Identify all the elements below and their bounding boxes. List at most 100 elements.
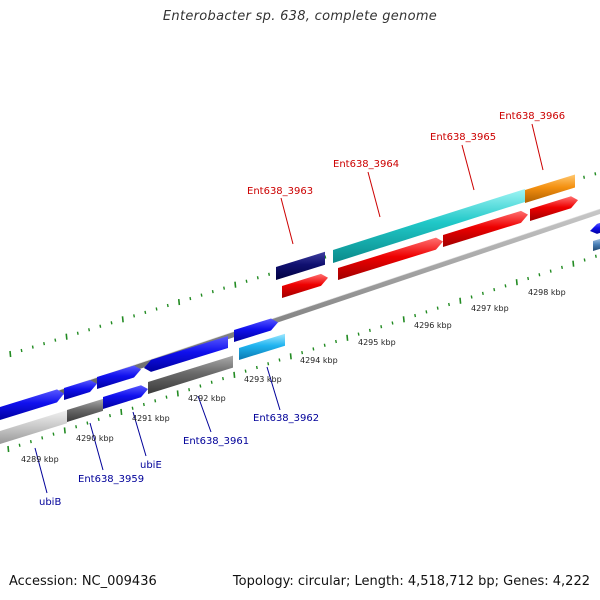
backbone-highlight xyxy=(0,208,600,411)
minor-tick xyxy=(131,406,134,410)
minor-tick xyxy=(481,291,484,295)
gene-callout-lines xyxy=(34,123,544,494)
minor-tick xyxy=(75,425,78,429)
minor-tick xyxy=(549,269,552,273)
minor-tick xyxy=(448,302,450,307)
minor-tick xyxy=(133,314,136,318)
gene-label-ent638-3961: Ent638_3961 xyxy=(183,436,249,447)
minor-tick xyxy=(223,286,226,290)
gene-feature-orange xyxy=(525,174,575,203)
minor-tick xyxy=(301,350,304,355)
minor-tick xyxy=(189,296,192,301)
major-tick xyxy=(234,281,237,288)
minor-tick xyxy=(199,384,202,388)
inner-tick-track xyxy=(7,254,597,453)
gene-label-ent638-3959: Ent638_3959 xyxy=(78,474,144,485)
minor-tick xyxy=(210,380,213,384)
minor-tick xyxy=(391,321,394,325)
callout-line xyxy=(531,123,544,171)
minor-tick xyxy=(368,328,371,333)
minor-tick xyxy=(244,369,247,373)
major-tick xyxy=(177,298,181,306)
minor-tick xyxy=(312,347,315,351)
gene-feature-blue xyxy=(590,222,600,234)
minor-tick xyxy=(527,276,530,281)
gene-label-ubie: ubiE xyxy=(140,460,162,471)
minor-tick xyxy=(278,358,281,362)
callout-line xyxy=(266,366,281,411)
scale-label: 4295 kbp xyxy=(358,338,396,347)
scale-label: 4290 kbp xyxy=(76,434,114,443)
minor-tick xyxy=(324,255,327,259)
minor-tick xyxy=(52,432,55,436)
gene-feature-blue xyxy=(103,385,148,409)
minor-tick xyxy=(200,293,203,297)
major-tick xyxy=(7,445,10,453)
accession-text: Accession: NC_009436 xyxy=(9,574,157,589)
minor-tick xyxy=(504,284,507,288)
minor-tick xyxy=(267,362,270,366)
minor-tick xyxy=(256,276,259,280)
gene-feature-red xyxy=(530,196,578,221)
callout-line xyxy=(89,422,104,471)
scale-label: 4293 kbp xyxy=(244,375,282,384)
minor-tick xyxy=(335,339,337,344)
gene-label-ent638-3963: Ent638_3963 xyxy=(247,186,313,197)
minor-tick xyxy=(29,439,32,444)
callout-line xyxy=(461,144,475,191)
gene-feature-blue xyxy=(234,318,278,342)
gene-feature-lightcyan xyxy=(239,333,285,360)
major-tick xyxy=(65,333,68,340)
gene-feature-cyan xyxy=(333,188,525,263)
minor-tick xyxy=(357,332,360,336)
callout-line xyxy=(34,447,48,494)
genome-summary-text: Topology: circular; Length: 4,518,712 bp… xyxy=(232,574,590,589)
gene-label-ent638-3964: Ent638_3964 xyxy=(333,159,399,170)
major-tick xyxy=(176,390,179,397)
minor-tick xyxy=(583,175,586,179)
gene-feature-red xyxy=(282,273,328,298)
gene-feature-red xyxy=(338,237,443,280)
scale-label: 4297 kbp xyxy=(471,304,509,313)
minor-tick xyxy=(76,331,79,335)
minor-tick xyxy=(470,295,473,299)
minor-tick xyxy=(109,414,111,418)
major-tick xyxy=(121,316,124,323)
minor-tick xyxy=(188,388,191,392)
minor-tick xyxy=(97,417,100,421)
minor-tick xyxy=(110,321,113,325)
minor-tick xyxy=(380,325,383,329)
minor-tick xyxy=(142,402,145,407)
major-tick xyxy=(459,297,462,304)
gene-feature-gray xyxy=(148,355,233,394)
minor-tick xyxy=(245,279,248,283)
callout-line xyxy=(197,395,212,433)
minor-tick xyxy=(583,258,586,262)
scale-label: 4289 kbp xyxy=(21,455,59,464)
gene-feature-gray xyxy=(67,398,103,422)
minor-tick xyxy=(425,310,428,314)
gene-label-ent638-3965: Ent638_3965 xyxy=(430,132,496,143)
minor-tick xyxy=(165,395,168,399)
major-tick xyxy=(233,371,236,378)
scale-label: 4298 kbp xyxy=(528,288,566,297)
gene-feature-blue xyxy=(0,389,64,420)
major-tick xyxy=(572,260,575,267)
callout-line xyxy=(280,197,294,245)
gene-feature-blue xyxy=(64,379,97,400)
major-tick xyxy=(515,279,518,286)
gene-feature-steel xyxy=(593,238,600,251)
minor-tick xyxy=(255,365,258,370)
minor-tick xyxy=(88,328,91,332)
minor-tick xyxy=(43,341,46,346)
minor-tick xyxy=(323,343,326,347)
gene-feature-blue xyxy=(97,365,141,389)
minor-tick xyxy=(538,273,541,277)
minor-tick xyxy=(99,324,102,328)
scale-label: 4291 kbp xyxy=(132,414,170,423)
minor-tick xyxy=(211,289,214,294)
minor-tick xyxy=(18,443,21,447)
minor-tick xyxy=(222,376,224,381)
minor-tick xyxy=(268,272,271,276)
